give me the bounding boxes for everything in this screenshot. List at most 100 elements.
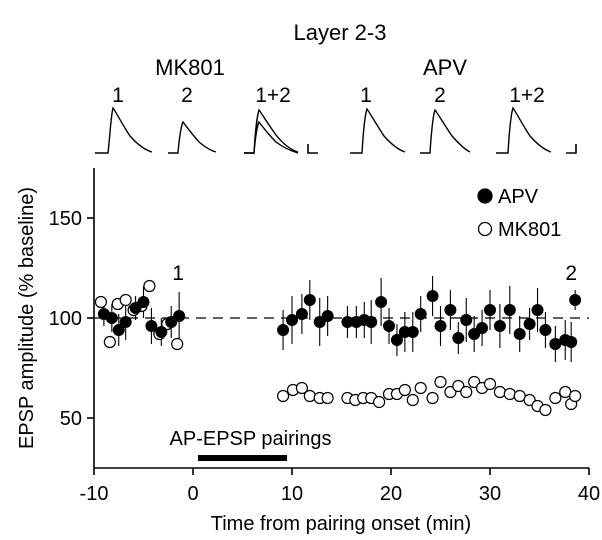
mk801-point — [373, 395, 386, 409]
mk801-point — [503, 387, 516, 401]
mk801-point — [295, 381, 308, 395]
apv-point — [383, 320, 396, 332]
trace-label: 1 — [360, 84, 372, 107]
legend-marker-mk801 — [477, 221, 493, 237]
mk801-point — [276, 389, 290, 403]
apv-point — [137, 296, 150, 308]
apv-point — [493, 320, 506, 332]
apv-point — [452, 332, 465, 344]
apv-point — [321, 310, 334, 322]
scale-bar-left — [307, 144, 318, 154]
mk801-point — [444, 385, 457, 399]
inset-label-apv: APV — [423, 55, 467, 80]
apv-point — [414, 308, 427, 320]
y-tick-label: 150 — [49, 208, 82, 230]
y-axis-label: EPSP amplitude (% baseline) — [16, 187, 38, 449]
annotation-label: 2 — [565, 262, 577, 285]
apv-point — [549, 338, 562, 350]
trace-mk801-1plus2-b — [244, 120, 299, 154]
mk801-point — [171, 337, 184, 351]
apv-point — [444, 304, 457, 316]
apv-point — [313, 316, 326, 328]
apv-point — [460, 314, 473, 326]
chart-title: Layer 2-3 — [294, 20, 387, 45]
pairing-period-label: AP-EPSP pairings — [170, 428, 332, 450]
mk801-point — [460, 385, 473, 399]
y-tick-label: 100 — [49, 308, 82, 330]
apv-point — [303, 294, 316, 306]
data-points — [94, 279, 582, 417]
mk801-point — [452, 379, 465, 393]
trace-apv-1plus2 — [496, 106, 552, 154]
mk801-point — [119, 293, 132, 307]
apv-point — [390, 334, 403, 346]
x-tick-label: -10 — [80, 483, 109, 505]
mk801-point — [94, 295, 108, 309]
apv-point — [406, 326, 419, 338]
trace-label: 2 — [181, 84, 193, 107]
mk801-point — [321, 391, 334, 405]
trace-label: 1+2 — [509, 84, 545, 107]
legend-marker-apv — [477, 188, 493, 204]
epsp-traces — [95, 106, 552, 154]
x-tick-label: 10 — [281, 483, 303, 505]
y-tick-label: 50 — [60, 408, 82, 430]
apv-point — [468, 328, 481, 340]
apv-point — [484, 304, 496, 316]
mk801-point — [539, 403, 552, 417]
x-tick-label: 0 — [187, 483, 198, 505]
mk801-point — [523, 393, 536, 407]
mk801-point — [569, 389, 582, 403]
trace-mk801-2 — [168, 120, 217, 154]
apv-point — [173, 310, 186, 322]
apv-point — [129, 302, 142, 314]
trace-mk801-1plus2-a — [244, 108, 299, 154]
mk801-point — [426, 391, 439, 405]
apv-point — [565, 336, 578, 348]
trace-label: 1+2 — [255, 84, 291, 107]
x-tick-label: 30 — [479, 483, 501, 505]
apv-point — [155, 326, 168, 338]
mk801-point — [414, 381, 427, 395]
apv-point — [503, 304, 516, 316]
y-ticks: 50 100 150 — [49, 208, 94, 430]
legend-label-mk801: MK801 — [498, 219, 561, 241]
mk801-point — [549, 391, 562, 405]
apv-point — [434, 320, 447, 332]
mk801-point — [303, 389, 316, 403]
apv-point — [476, 322, 489, 334]
apv-point — [105, 312, 118, 324]
trace-label: 1 — [112, 84, 124, 107]
apv-point — [523, 318, 536, 330]
apv-point — [145, 320, 158, 332]
apv-point — [513, 328, 526, 340]
mk801-point — [483, 377, 497, 391]
apv-point — [375, 296, 388, 308]
x-tick-label: 40 — [578, 483, 600, 505]
apv-point — [569, 294, 582, 306]
apv-point — [539, 324, 552, 336]
apv-point — [426, 290, 439, 302]
x-tick-label: 20 — [380, 483, 402, 505]
legend: APV MK801 — [477, 186, 561, 241]
mk801-point — [103, 335, 116, 349]
apv-point — [277, 324, 290, 336]
trace-label: 2 — [434, 84, 446, 107]
mk801-point — [143, 279, 156, 293]
inset-label-mk801: MK801 — [155, 55, 225, 80]
mk801-point — [468, 375, 481, 389]
error-bars — [103, 276, 576, 362]
apv-point — [531, 304, 544, 316]
trace-mk801-1 — [95, 106, 153, 154]
mk801-point — [493, 385, 506, 399]
apv-point — [119, 316, 132, 328]
x-ticks: -10 0 10 20 30 40 — [80, 468, 600, 505]
mk801-point — [398, 383, 411, 397]
apv-point — [112, 324, 125, 336]
apv-point — [295, 308, 308, 320]
trace-apv-1 — [350, 107, 406, 154]
legend-label-apv: APV — [498, 186, 539, 208]
mk801-point — [406, 393, 419, 407]
